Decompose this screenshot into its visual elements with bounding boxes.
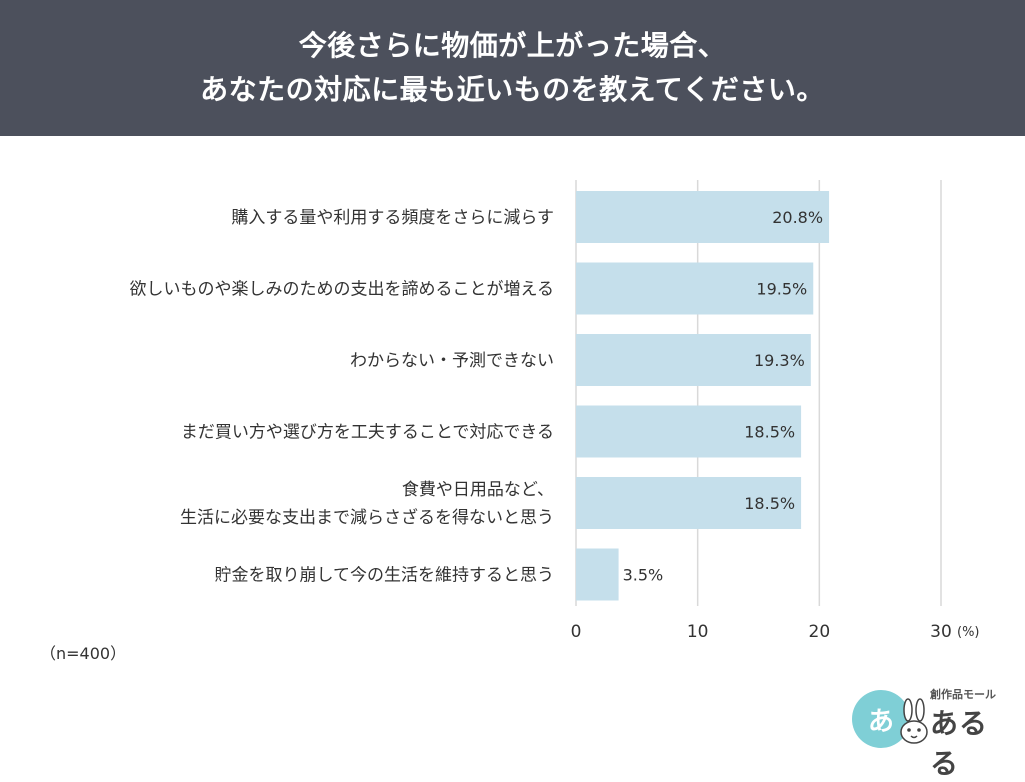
header: 今後さらに物価が上がった場合、 あなたの対応に最も近いものを教えてください。 — [0, 0, 1025, 136]
bar-3 — [576, 405, 802, 458]
tick-label-3: 30 — [930, 622, 952, 642]
sample-size-note: （n=400） — [40, 644, 127, 663]
bar-0 — [576, 191, 830, 243]
chart-title-line-2: あなたの対応に最も近いものを教えてください。 — [200, 73, 825, 106]
category-label-5-0: 貯金を取り崩して今の生活を維持すると思う — [215, 566, 555, 586]
bar-chart: 20.8% 購入する量や利用する頻度をさらに減らす 19.5% 欲しいものや楽しみのた… — [130, 180, 980, 642]
value-label-3: 18.5% — [744, 423, 795, 442]
value-label-0: 20.8% — [772, 208, 823, 227]
category-label-0-0: 購入する量や利用する頻度をさらに減らす — [231, 208, 554, 228]
logo-subtitle: 創作品モール — [930, 688, 996, 701]
value-label-1: 19.5% — [756, 280, 807, 299]
value-label-2: 19.3% — [754, 351, 805, 370]
logo-name: あるる — [930, 707, 989, 780]
bar-5 — [576, 548, 619, 601]
logo: あ 創作品モール あるる — [852, 684, 1012, 780]
unit-label: (%) — [957, 625, 980, 640]
tick-label-0: 0 — [571, 622, 582, 642]
value-label-5: 3.5% — [623, 566, 664, 585]
category-label-4-1: 生活に必要な支出まで減らさざるを得ないと思う — [180, 507, 554, 528]
tick-label-2: 20 — [809, 622, 831, 642]
category-label-4-0: 食費や日用品など、 — [402, 480, 554, 500]
bar-2 — [576, 334, 811, 386]
category-label-2-0: わからない・予測できない — [350, 351, 554, 371]
category-label-3-0: まだ買い方や選び方を工夫することで対応できる — [181, 423, 554, 443]
logo-mark: あ — [852, 690, 910, 748]
bar-4 — [576, 477, 802, 529]
chart-title-line-1: 今後さらに物価が上がった場合、 — [298, 29, 727, 62]
tick-label-1: 10 — [687, 622, 709, 642]
value-label-4: 18.5% — [744, 494, 795, 513]
category-label-1-0: 欲しいものや楽しみのための支出を諦めることが増える — [130, 280, 555, 300]
bar-1 — [576, 262, 814, 315]
rabbit-icon — [900, 698, 928, 744]
